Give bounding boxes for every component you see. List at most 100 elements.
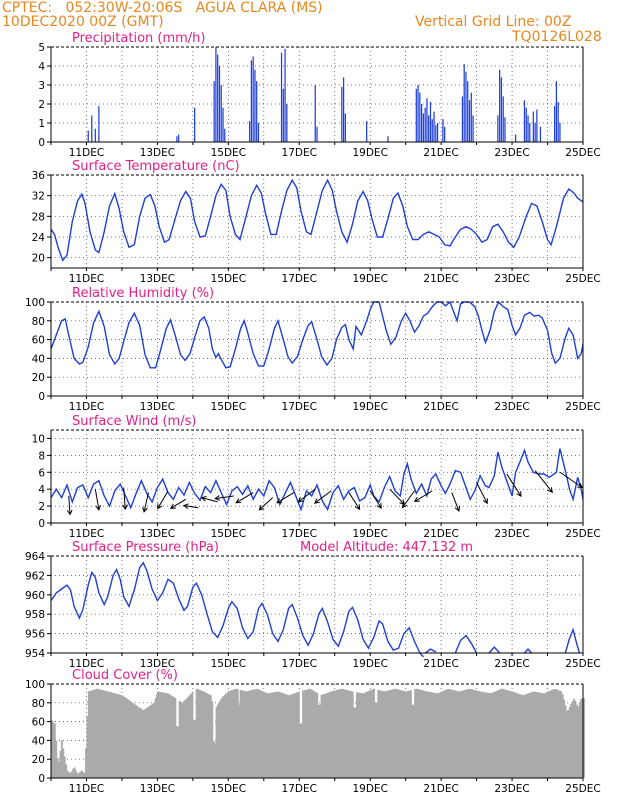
series-line-segment xyxy=(488,646,501,654)
cloud-bar xyxy=(417,689,419,778)
cloud-bar xyxy=(428,691,431,778)
cloud-bar xyxy=(276,691,279,778)
x-tick-label: 25DEC xyxy=(565,147,600,159)
cloud-bar xyxy=(409,690,412,778)
y-tick-label: 2 xyxy=(38,501,45,513)
cloud-bar xyxy=(483,692,486,778)
panel-title: Relative Humidity (%) xyxy=(72,286,214,301)
cloud-bar xyxy=(55,740,58,778)
x-tick-label: 17DEC xyxy=(282,783,317,795)
cloud-bar xyxy=(155,693,158,778)
cloud-bar xyxy=(408,690,411,778)
cloud-bar xyxy=(66,770,69,778)
panel-title: Surface Pressure (hPa) xyxy=(72,540,219,555)
cloud-bar xyxy=(97,689,100,778)
cloud-bar xyxy=(575,704,578,778)
cloud-bar xyxy=(229,690,232,778)
x-tick-label: 11DEC xyxy=(69,273,104,285)
wind-arrow-shaft xyxy=(451,492,460,512)
cloud-bar xyxy=(402,690,405,778)
cloud-bar xyxy=(493,691,496,778)
cloud-bar xyxy=(146,707,148,778)
cloud-bar xyxy=(106,691,109,778)
cloud-bar xyxy=(133,703,136,778)
cloud-bar xyxy=(282,693,285,778)
cloud-bar xyxy=(388,690,391,778)
precip-bar xyxy=(94,128,96,142)
x-tick-label: 19DEC xyxy=(352,147,387,159)
x-tick-label: 23DEC xyxy=(494,401,529,413)
precip-bar xyxy=(213,81,215,142)
wind-arrow-head xyxy=(577,482,584,489)
cloud-bar xyxy=(425,691,428,778)
cloud-bar xyxy=(307,689,310,778)
wind-arrow-head xyxy=(482,498,488,505)
cloud-bar xyxy=(487,693,490,778)
cloud-bar xyxy=(556,689,558,778)
cloud-bar xyxy=(537,692,540,778)
precip-bar xyxy=(499,69,501,142)
cloud-bar xyxy=(573,698,575,778)
precip-bar xyxy=(257,123,260,142)
cloud-bar xyxy=(304,689,307,778)
precip-bar xyxy=(532,111,534,142)
y-tick-label: 28 xyxy=(32,211,45,223)
cloud-bar xyxy=(323,694,326,778)
cloud-bar xyxy=(470,689,473,778)
cloud-bar xyxy=(100,689,103,778)
cloud-bar xyxy=(119,694,122,778)
cloud-bar xyxy=(421,690,424,778)
cloud-bar xyxy=(324,693,327,778)
cloud-bar xyxy=(85,748,87,778)
cloud-bar xyxy=(578,702,581,778)
precip-bar xyxy=(222,107,224,142)
y-tick-label: 80 xyxy=(32,698,45,710)
series-line xyxy=(50,178,584,262)
x-tick-label: 17DEC xyxy=(282,658,317,670)
wind-arrow-head xyxy=(401,502,408,509)
cloud-bar xyxy=(126,698,129,778)
x-tick-label: 19DEC xyxy=(352,783,387,795)
cloud-bar xyxy=(208,694,211,778)
panel-4: Surface Wind (m/s) 0 2 4 6 8 10 11DEC 13DEC 15DEC… xyxy=(32,414,601,540)
precip-bar xyxy=(415,88,417,142)
cloud-bar xyxy=(333,690,336,778)
cloud-bar xyxy=(554,688,557,778)
cloud-bar xyxy=(113,693,116,778)
x-tick-label: 25DEC xyxy=(565,528,600,540)
precip-bar xyxy=(254,69,256,142)
cloud-bar xyxy=(507,690,510,778)
x-tick-label: 19DEC xyxy=(352,273,387,285)
cloud-bar xyxy=(82,771,85,778)
precip-bar xyxy=(342,77,345,142)
cloud-bar xyxy=(373,688,375,778)
cloud-bar xyxy=(446,689,449,778)
cloud-bar xyxy=(374,702,377,778)
x-tick-label: 11DEC xyxy=(69,147,104,159)
y-tick-label: 60 xyxy=(32,335,45,347)
y-tick-label: 962 xyxy=(25,570,45,582)
y-tick-label: 0 xyxy=(38,773,45,785)
x-tick-label: 13DEC xyxy=(140,147,175,159)
wind-arrow-head xyxy=(516,491,522,498)
cloud-bar xyxy=(219,699,222,778)
cloud-bar xyxy=(551,689,554,778)
x-tick-label: 15DEC xyxy=(211,147,246,159)
cloud-bar xyxy=(144,708,147,778)
cloud-bar xyxy=(212,741,215,778)
cloud-bar xyxy=(429,692,432,778)
wind-arrow-shaft xyxy=(389,488,405,505)
precip-bar xyxy=(559,123,561,142)
wind-arrow-shaft xyxy=(215,495,234,500)
cloud-bar xyxy=(459,691,462,778)
cloud-bar xyxy=(211,701,214,778)
cloud-bar xyxy=(280,692,283,778)
cloud-bar xyxy=(160,692,163,778)
cloud-bar xyxy=(300,723,303,778)
precip-bar xyxy=(344,113,346,142)
wind-arrow-head xyxy=(182,503,189,509)
cloud-bar xyxy=(255,688,258,778)
cloud-bar xyxy=(384,691,387,778)
y-tick-label: 0 xyxy=(38,391,45,403)
cloud-bar xyxy=(358,692,361,778)
